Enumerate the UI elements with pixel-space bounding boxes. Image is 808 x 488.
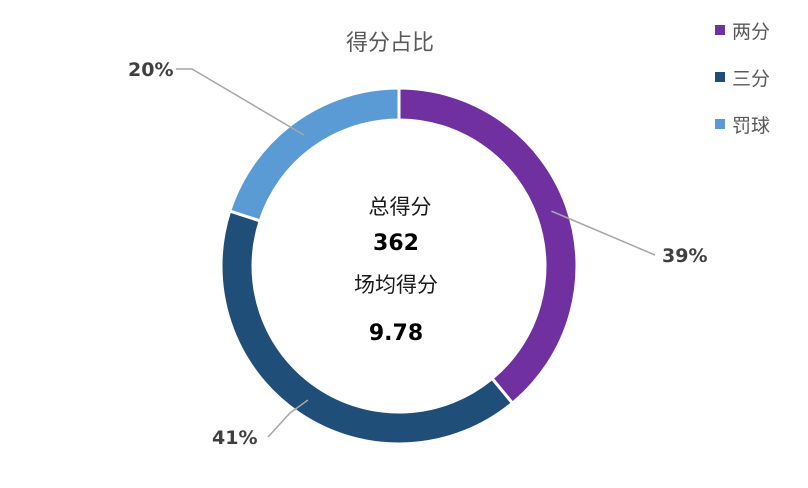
data-label-three-point: 41% — [212, 427, 257, 449]
legend-label-free-throw: 罚球 — [732, 115, 770, 137]
legend-label-two-point: 两分 — [732, 21, 770, 43]
leader-two-point — [551, 210, 656, 256]
average-score-label: 场均得分 — [354, 273, 438, 297]
slice-free-throw — [227, 86, 401, 223]
legend: 两分 三分 罚球 — [715, 21, 770, 137]
leader-free-throw — [176, 68, 305, 136]
legend-swatch-two-point — [715, 25, 725, 35]
slice-three-point — [219, 209, 515, 446]
data-label-free-throw: 20% — [128, 59, 173, 81]
leader-three-point — [267, 399, 309, 438]
slice-two-point — [397, 86, 579, 406]
donut-slices — [219, 86, 579, 446]
chart-title: 得分占比 — [346, 31, 434, 56]
legend-label-three-point: 三分 — [732, 68, 770, 90]
leader-lines — [176, 68, 656, 438]
legend-swatch-free-throw — [715, 119, 725, 129]
total-score-label: 总得分 — [369, 195, 432, 219]
data-label-two-point: 39% — [662, 245, 707, 267]
total-score-value: 362 — [373, 231, 419, 256]
average-score-value: 9.78 — [369, 321, 423, 346]
legend-swatch-three-point — [715, 72, 725, 82]
